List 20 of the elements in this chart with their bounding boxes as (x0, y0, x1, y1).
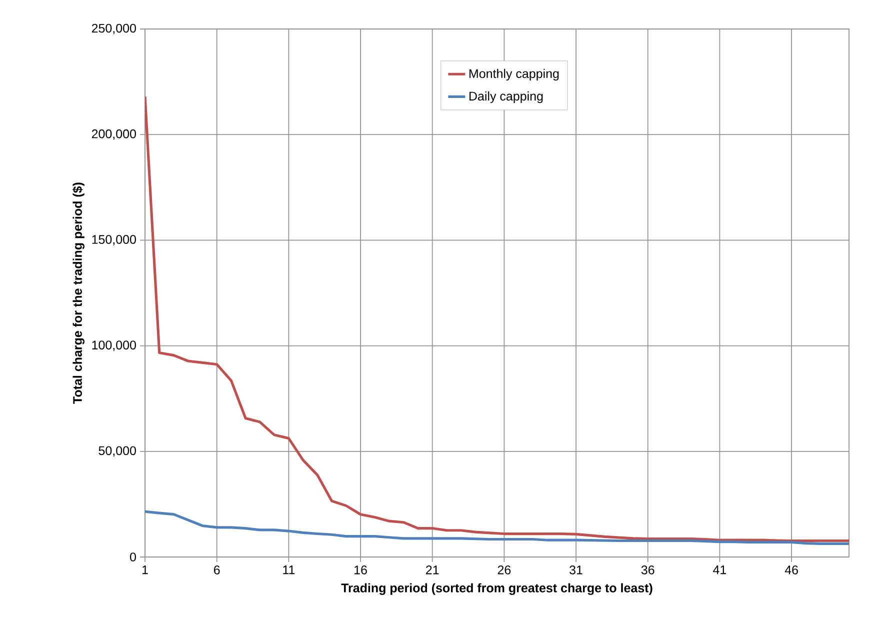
y-tick-label: 150,000 (92, 235, 136, 246)
x-tick-label: 1 (142, 566, 148, 574)
x-tick-label: 46 (784, 566, 798, 574)
y-tick-label: 50,000 (98, 446, 136, 457)
x-tick-label: 41 (713, 566, 726, 574)
x-tick-label: 6 (214, 566, 220, 574)
x-tick-label: 36 (641, 566, 654, 574)
legend-label: Monthly capping (470, 68, 559, 81)
x-tick-label: 16 (354, 566, 367, 574)
y-axis-title: Total charge for the trading period ($) (72, 182, 84, 404)
y-tick-label: 0 (130, 552, 136, 562)
y-tick-label: 100,000 (92, 340, 136, 351)
y-tick-label: 250,000 (92, 24, 136, 34)
x-tick-label: 21 (426, 566, 439, 574)
x-tick-label: 26 (498, 566, 511, 574)
legend-label: Daily capping (470, 91, 543, 104)
x-tick-label: 11 (283, 566, 295, 574)
x-tick-label: 31 (570, 566, 582, 574)
y-tick-label: 200,000 (92, 129, 136, 140)
x-axis-title: Trading period (sorted from greatest charge to least) (341, 583, 652, 595)
